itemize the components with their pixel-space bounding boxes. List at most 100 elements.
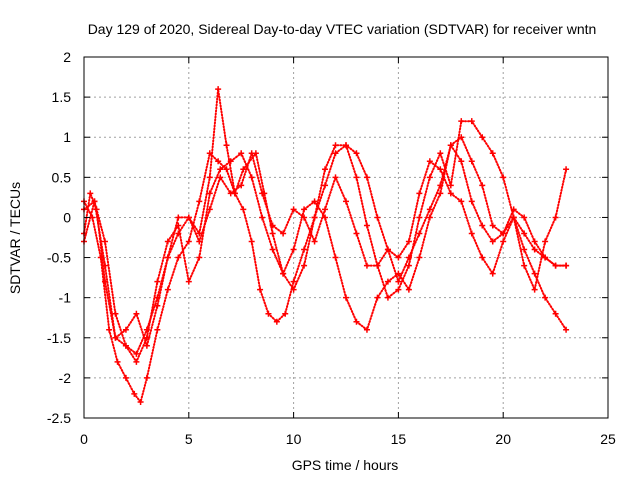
data-point xyxy=(133,358,140,365)
data-point xyxy=(458,198,465,205)
data-point xyxy=(363,222,370,229)
data-point xyxy=(269,230,276,237)
y-tick-label: 0 xyxy=(63,209,71,225)
data-point xyxy=(196,254,203,261)
data-point xyxy=(106,326,113,333)
data-point xyxy=(405,286,412,293)
data-series xyxy=(81,86,570,405)
data-point xyxy=(322,182,329,189)
data-point xyxy=(426,174,433,181)
y-axis-label: SDTVAR / TECUs xyxy=(7,182,23,294)
data-point xyxy=(343,294,349,301)
data-point xyxy=(227,190,234,197)
data-point xyxy=(164,238,171,245)
data-point xyxy=(458,158,465,165)
y-tick-label: -2.5 xyxy=(47,410,71,426)
data-point xyxy=(563,166,570,173)
data-point xyxy=(363,262,370,269)
data-point xyxy=(185,278,192,285)
data-point xyxy=(395,254,402,261)
data-point xyxy=(479,134,486,141)
data-point xyxy=(468,118,475,125)
data-point xyxy=(143,374,150,381)
data-point xyxy=(542,238,549,245)
data-point xyxy=(489,222,496,229)
data-point xyxy=(374,262,381,269)
data-point xyxy=(311,198,318,205)
data-point xyxy=(185,238,192,245)
data-point xyxy=(552,262,559,269)
data-point xyxy=(114,358,121,365)
data-point xyxy=(521,246,528,253)
data-point xyxy=(206,150,213,157)
data-point xyxy=(426,206,433,213)
series-track-d xyxy=(83,144,568,347)
data-point xyxy=(143,342,150,349)
data-point xyxy=(343,198,349,205)
axis-ticks xyxy=(83,56,609,419)
data-point xyxy=(91,198,98,205)
data-point xyxy=(437,190,444,197)
data-point xyxy=(395,286,402,293)
data-point xyxy=(206,206,213,213)
data-point xyxy=(301,206,308,213)
data-point xyxy=(175,230,182,237)
data-point xyxy=(384,294,391,301)
data-point xyxy=(395,278,402,285)
data-point xyxy=(416,190,423,197)
data-point xyxy=(238,150,245,157)
data-point xyxy=(531,246,538,253)
data-point xyxy=(500,238,507,245)
data-point xyxy=(374,294,381,301)
data-point xyxy=(164,254,171,261)
data-point xyxy=(164,286,171,293)
plot-frame xyxy=(83,56,609,419)
data-point xyxy=(531,238,538,245)
data-point xyxy=(223,166,230,173)
x-axis-label: GPS time / hours xyxy=(292,457,399,473)
y-tick-label: -0.5 xyxy=(47,250,71,266)
x-tick-label: 0 xyxy=(80,431,88,447)
data-point xyxy=(437,182,444,189)
data-point xyxy=(133,350,140,357)
data-point xyxy=(101,262,108,269)
data-point xyxy=(322,206,329,213)
data-point xyxy=(405,262,412,269)
data-point xyxy=(521,262,528,269)
data-point xyxy=(196,198,203,205)
data-point xyxy=(290,278,297,285)
y-tick-label: -1 xyxy=(59,290,72,306)
data-point xyxy=(223,142,230,149)
data-point xyxy=(468,198,475,205)
data-point xyxy=(500,174,507,181)
x-tick-label: 15 xyxy=(391,431,407,447)
data-point xyxy=(175,214,182,221)
data-point xyxy=(343,142,349,149)
data-point xyxy=(489,150,496,157)
axis-tick-labels: 0 5 10 15 20 25 2 1.5 1 0.5 0 -0.5 -1 -1.5 -2 -2.5 xyxy=(47,49,616,447)
x-tick-label: 20 xyxy=(495,431,511,447)
data-point xyxy=(521,214,528,221)
data-point xyxy=(405,238,412,245)
data-point xyxy=(447,142,454,149)
data-point xyxy=(500,230,507,237)
y-tick-label: -1.5 xyxy=(47,330,71,346)
data-point xyxy=(196,238,203,245)
data-point xyxy=(259,214,266,221)
data-point xyxy=(227,158,234,165)
data-point xyxy=(290,286,297,293)
data-point xyxy=(112,310,119,317)
data-point xyxy=(353,150,360,157)
data-point xyxy=(175,254,182,261)
data-point xyxy=(112,334,119,341)
data-point xyxy=(257,286,264,293)
data-point xyxy=(215,86,222,93)
data-point xyxy=(332,254,339,261)
data-point xyxy=(301,262,308,269)
grid xyxy=(84,57,608,418)
data-point xyxy=(97,254,104,261)
data-point xyxy=(240,166,247,173)
data-point xyxy=(332,150,339,157)
y-tick-label: 0.5 xyxy=(52,169,72,185)
